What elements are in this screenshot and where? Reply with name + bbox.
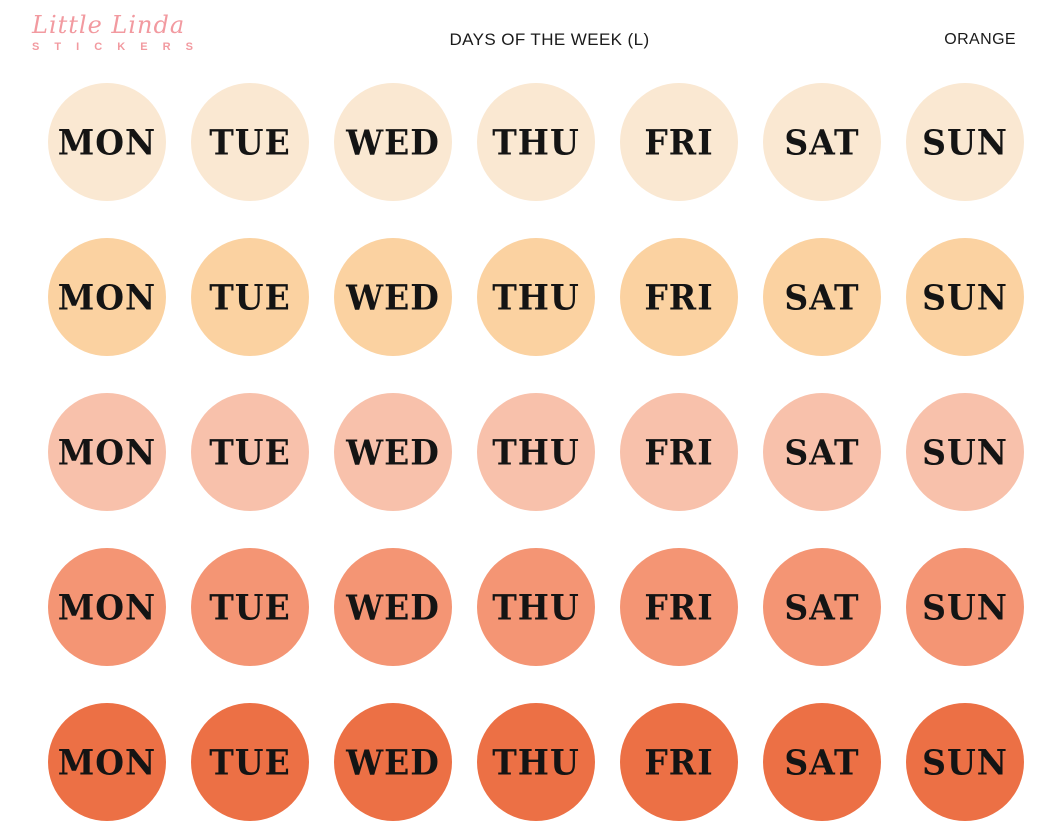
sticker-sat-cream: SAT: [763, 83, 881, 201]
sticker-day-label: MON: [57, 121, 157, 163]
sticker-day-label: THU: [492, 276, 580, 318]
sticker-day-label: SUN: [922, 431, 1008, 473]
sticker-tue-salmon: TUE: [191, 393, 309, 511]
sticker-sat-coral: SAT: [763, 548, 881, 666]
sticker-fri-salmon: FRI: [620, 393, 738, 511]
sticker-day-label: SUN: [922, 121, 1008, 163]
sticker-thu-coral: THU: [477, 548, 595, 666]
sticker-grid: MON TUE WED THU FRI SAT SUN MON TUE WED THU FRI SAT S…: [48, 83, 1024, 821]
brand-logo: Little Linda S T I C K E R S: [32, 11, 200, 53]
sticker-wed-salmon: WED: [334, 393, 452, 511]
sticker-day-label: WED: [346, 276, 440, 318]
sticker-mon-salmon: MON: [48, 393, 166, 511]
color-variant-label: ORANGE: [944, 31, 1016, 48]
sticker-thu-apricot: THU: [477, 238, 595, 356]
sticker-wed-apricot: WED: [334, 238, 452, 356]
sticker-day-label: MON: [57, 431, 157, 473]
sticker-tue-coral: TUE: [191, 548, 309, 666]
sticker-fri-orange: FRI: [620, 703, 738, 821]
sticker-day-label: WED: [346, 121, 440, 163]
sticker-day-label: TUE: [209, 431, 291, 473]
sticker-sat-salmon: SAT: [763, 393, 881, 511]
sticker-day-label: THU: [492, 741, 580, 783]
sticker-day-label: FRI: [644, 586, 714, 628]
sticker-sun-orange: SUN: [906, 703, 1024, 821]
sticker-day-label: THU: [492, 586, 580, 628]
sticker-tue-apricot: TUE: [191, 238, 309, 356]
sticker-sun-coral: SUN: [906, 548, 1024, 666]
sticker-mon-coral: MON: [48, 548, 166, 666]
sticker-day-label: WED: [346, 586, 440, 628]
sticker-thu-salmon: THU: [477, 393, 595, 511]
sheet-header: Little Linda S T I C K E R S DAYS OF THE…: [0, 0, 1059, 80]
sticker-day-label: TUE: [209, 276, 291, 318]
sticker-sun-cream: SUN: [906, 83, 1024, 201]
sticker-sat-orange: SAT: [763, 703, 881, 821]
sticker-day-label: SUN: [922, 276, 1008, 318]
sticker-day-label: SAT: [784, 741, 860, 783]
sticker-sun-salmon: SUN: [906, 393, 1024, 511]
sticker-day-label: TUE: [209, 586, 291, 628]
sticker-day-label: SAT: [784, 121, 860, 163]
sticker-day-label: THU: [492, 431, 580, 473]
sticker-day-label: THU: [492, 121, 580, 163]
sticker-day-label: WED: [346, 741, 440, 783]
sticker-wed-cream: WED: [334, 83, 452, 201]
sticker-day-label: SAT: [784, 276, 860, 318]
sticker-day-label: SAT: [784, 431, 860, 473]
sticker-tue-orange: TUE: [191, 703, 309, 821]
sticker-sun-apricot: SUN: [906, 238, 1024, 356]
brand-logo-script: Little Linda: [32, 11, 186, 39]
sticker-day-label: FRI: [644, 741, 714, 783]
sticker-mon-cream: MON: [48, 83, 166, 201]
sticker-day-label: MON: [57, 276, 157, 318]
sticker-day-label: SUN: [922, 741, 1008, 783]
sheet-title: DAYS OF THE WEEK (L): [449, 30, 650, 49]
sticker-fri-cream: FRI: [620, 83, 738, 201]
sticker-thu-cream: THU: [477, 83, 595, 201]
sticker-day-label: SUN: [922, 586, 1008, 628]
sticker-fri-apricot: FRI: [620, 238, 738, 356]
sticker-day-label: SAT: [784, 586, 860, 628]
sticker-day-label: FRI: [644, 431, 714, 473]
sticker-mon-orange: MON: [48, 703, 166, 821]
sticker-day-label: FRI: [644, 121, 714, 163]
sticker-fri-coral: FRI: [620, 548, 738, 666]
sticker-day-label: TUE: [209, 121, 291, 163]
sticker-wed-coral: WED: [334, 548, 452, 666]
sticker-thu-orange: THU: [477, 703, 595, 821]
sticker-day-label: WED: [346, 431, 440, 473]
sticker-mon-apricot: MON: [48, 238, 166, 356]
sticker-sat-apricot: SAT: [763, 238, 881, 356]
sticker-day-label: MON: [57, 586, 157, 628]
sticker-day-label: TUE: [209, 741, 291, 783]
sticker-tue-cream: TUE: [191, 83, 309, 201]
brand-logo-subtitle: S T I C K E R S: [32, 41, 200, 53]
sticker-day-label: FRI: [644, 276, 714, 318]
sticker-day-label: MON: [57, 741, 157, 783]
sticker-wed-orange: WED: [334, 703, 452, 821]
